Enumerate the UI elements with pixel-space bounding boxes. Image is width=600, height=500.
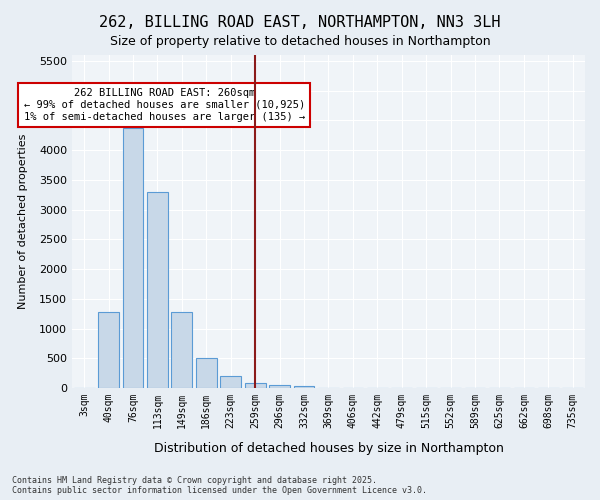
Text: Size of property relative to detached houses in Northampton: Size of property relative to detached ho… — [110, 35, 490, 48]
Text: 262, BILLING ROAD EAST, NORTHAMPTON, NN3 3LH: 262, BILLING ROAD EAST, NORTHAMPTON, NN3… — [99, 15, 501, 30]
Bar — [220, 376, 241, 388]
X-axis label: Distribution of detached houses by size in Northampton: Distribution of detached houses by size … — [154, 442, 503, 455]
Bar — [293, 386, 314, 388]
Bar — [98, 312, 119, 388]
Y-axis label: Number of detached properties: Number of detached properties — [18, 134, 28, 309]
Bar — [269, 384, 290, 388]
Text: 262 BILLING ROAD EAST: 260sqm
← 99% of detached houses are smaller (10,925)
1% o: 262 BILLING ROAD EAST: 260sqm ← 99% of d… — [23, 88, 305, 122]
Bar — [172, 312, 192, 388]
Bar — [196, 358, 217, 388]
Text: Contains HM Land Registry data © Crown copyright and database right 2025.
Contai: Contains HM Land Registry data © Crown c… — [12, 476, 427, 495]
Bar — [245, 383, 266, 388]
Bar — [122, 128, 143, 388]
Bar — [147, 192, 168, 388]
